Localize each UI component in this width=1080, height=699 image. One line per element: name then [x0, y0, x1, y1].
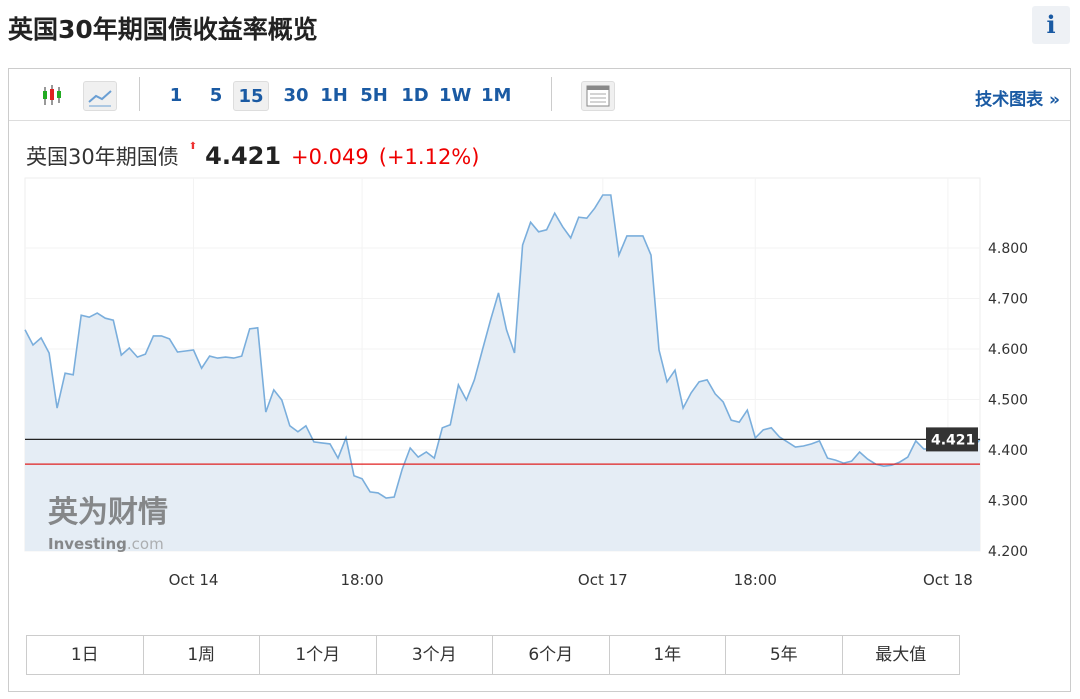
change-percent: (+1.12%) — [378, 145, 480, 169]
range-button[interactable]: 1周 — [144, 636, 260, 674]
instrument-name: 英国30年期国债 — [26, 145, 179, 169]
interval-30[interactable]: 30 — [283, 85, 309, 106]
interval-1M[interactable]: 1M — [481, 85, 512, 106]
change: +0.049 — [291, 145, 369, 169]
watermark-cn: 英为财情 — [48, 495, 168, 530]
interval-1D[interactable]: 1D — [401, 85, 429, 106]
chart-toolbar: 1 5 15 30 1H 5H 1D 1W 1M 技术图表 » — [9, 69, 1070, 121]
x-tick-label: 18:00 — [340, 571, 383, 589]
up-arrow-icon: ⬆ — [188, 141, 198, 152]
x-tick-label: 18:00 — [734, 571, 777, 589]
range-button[interactable]: 1个月 — [260, 636, 377, 674]
x-tick-label: Oct 14 — [169, 571, 219, 589]
watermark-en-main: Investing — [48, 535, 127, 553]
area-fill — [25, 195, 980, 551]
quote-header: 英国30年期国债 ⬆ 4.421 +0.049 (+1.12%) — [26, 141, 489, 171]
y-tick-label: 4.500 — [988, 393, 1028, 409]
interval-1W[interactable]: 1W — [439, 85, 472, 106]
divider — [139, 77, 140, 111]
candlestick-icon[interactable] — [37, 81, 71, 111]
last-price-badge — [926, 427, 978, 452]
price: 4.421 — [205, 142, 282, 170]
x-tick-label: Oct 18 — [923, 571, 973, 589]
range-button[interactable]: 1年 — [610, 636, 726, 674]
line-chart-icon[interactable] — [83, 81, 117, 111]
divider — [551, 77, 552, 111]
tech-chart-link[interactable]: 技术图表 » — [975, 90, 1060, 110]
range-button[interactable]: 1日 — [27, 636, 144, 674]
range-button[interactable]: 最大值 — [875, 645, 927, 665]
y-tick-label: 4.700 — [988, 292, 1028, 308]
range-button[interactable]: 6个月 — [493, 636, 610, 674]
series-line — [24, 194, 981, 499]
range-button[interactable]: 5年 — [726, 636, 843, 674]
table-icon[interactable] — [581, 81, 615, 111]
watermark-logo: 英为财情 Investing.com — [48, 495, 168, 553]
interval-1H[interactable]: 1H — [320, 85, 348, 106]
page-title: 英国30年期国债收益率概览 — [8, 15, 318, 44]
interval-1[interactable]: 1 — [169, 85, 183, 106]
y-tick-label: 4.200 — [988, 544, 1028, 560]
y-tick-label: 4.600 — [988, 342, 1028, 358]
y-tick-label: 4.800 — [988, 241, 1028, 257]
watermark-en-domain: .com — [127, 535, 164, 553]
interval-5H[interactable]: 5H — [360, 85, 388, 106]
interval-5[interactable]: 5 — [209, 85, 223, 106]
range-selector: 1日 1周 1个月 3个月 6个月 1年 5年 最大值 — [26, 635, 960, 675]
range-button[interactable]: 3个月 — [377, 636, 493, 674]
y-tick-label: 4.400 — [988, 443, 1028, 459]
chart-panel: 1 5 15 30 1H 5H 1D 1W 1M 技术图表 » 英国30年期国债 ⬆ 4.421 +0… — [8, 68, 1071, 692]
y-tick-label: 4.300 — [988, 494, 1028, 510]
interval-15[interactable]: 15 — [233, 81, 269, 111]
x-tick-label: Oct 17 — [578, 571, 628, 589]
last-price-label: 4.421 — [931, 432, 975, 448]
yield-chart: 英为财情 Investing.com 4.200 4.300 4.400 4.500 4… — [24, 177, 1028, 589]
info-icon[interactable]: i — [1032, 6, 1070, 44]
watermark-en: Investing.com — [48, 535, 164, 553]
